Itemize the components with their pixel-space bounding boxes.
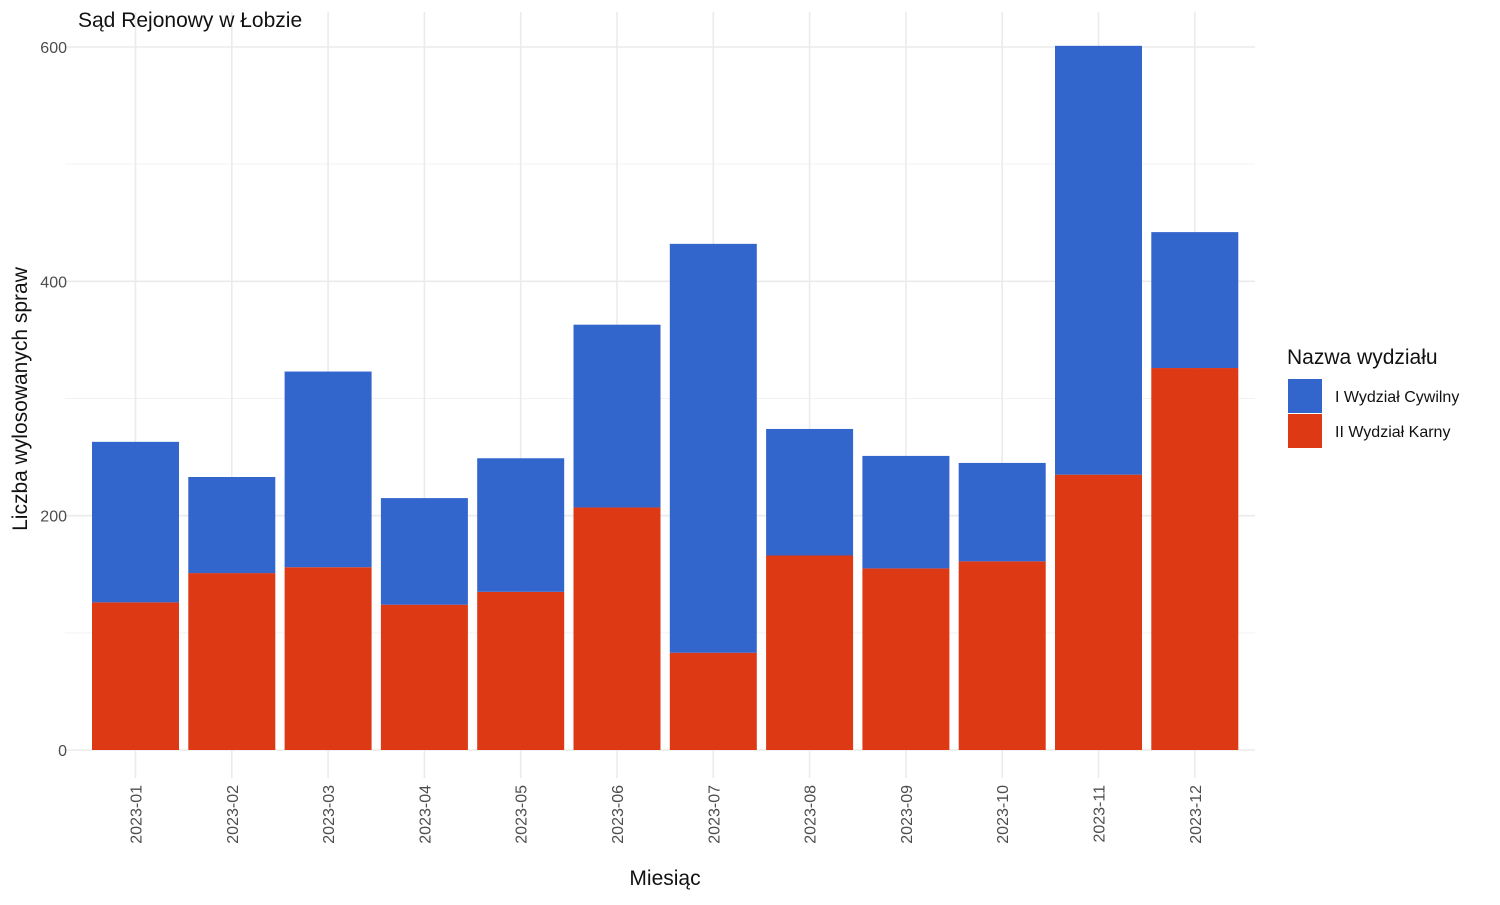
legend-label: I Wydział Cywilny bbox=[1335, 389, 1459, 406]
bar-segment bbox=[1055, 45, 1142, 475]
bar-segment bbox=[380, 604, 468, 750]
x-tick-label: 2023-09 bbox=[899, 785, 916, 844]
x-tick-label: 2023-02 bbox=[225, 785, 242, 844]
bars bbox=[92, 45, 1239, 750]
legend-swatch bbox=[1288, 379, 1322, 413]
x-tick-label: 2023-01 bbox=[129, 785, 146, 844]
x-tick-label: 2023-10 bbox=[995, 785, 1012, 844]
bar-segment bbox=[188, 477, 276, 574]
bar-segment bbox=[188, 573, 276, 750]
bar-segment bbox=[862, 455, 950, 569]
bar-segment bbox=[284, 371, 372, 568]
bar-segment bbox=[1055, 474, 1142, 750]
legend-swatch bbox=[1288, 414, 1322, 448]
y-axis-title: Liczba wylosowanych spraw bbox=[9, 266, 32, 531]
legend-title: Nazwa wydziału bbox=[1287, 346, 1438, 369]
bar-segment bbox=[573, 324, 661, 508]
y-tick-label: 200 bbox=[40, 509, 67, 526]
bar-segment bbox=[1151, 368, 1239, 750]
x-tick-label: 2023-06 bbox=[610, 785, 627, 844]
y-axis-ticks: 0 200 400 600 bbox=[40, 40, 67, 760]
bar-segment bbox=[766, 555, 854, 750]
y-tick-label: 400 bbox=[40, 274, 67, 291]
bar-segment bbox=[92, 602, 179, 750]
bar-segment bbox=[92, 441, 179, 603]
bar-segment bbox=[284, 567, 372, 750]
x-axis-title: Miesiąc bbox=[629, 867, 700, 890]
bar-segment bbox=[766, 428, 854, 556]
x-tick-label: 2023-04 bbox=[417, 785, 434, 844]
bar-segment bbox=[477, 458, 565, 592]
bar-segment bbox=[669, 652, 757, 750]
y-tick-label: 0 bbox=[58, 743, 67, 760]
bar-segment bbox=[1151, 232, 1239, 369]
x-tick-label: 2023-11 bbox=[1092, 785, 1109, 843]
bar-segment bbox=[573, 507, 661, 750]
x-tick-label: 2023-08 bbox=[803, 785, 820, 844]
bar-segment bbox=[958, 462, 1046, 562]
x-tick-label: 2023-12 bbox=[1188, 785, 1205, 844]
chart-title: Sąd Rejonowy w Łobzie bbox=[78, 9, 302, 32]
legend-label: II Wydział Karny bbox=[1335, 424, 1450, 441]
bar-segment bbox=[380, 498, 468, 605]
x-tick-label: 2023-03 bbox=[321, 785, 338, 844]
x-tick-label: 2023-07 bbox=[706, 785, 723, 844]
bar-segment bbox=[477, 591, 565, 750]
bar-segment bbox=[862, 568, 950, 750]
x-tick-label: 2023-05 bbox=[514, 785, 531, 844]
legend: Nazwa wydziału I Wydział Cywilny II Wydzi… bbox=[1287, 346, 1459, 448]
x-axis-ticks: 2023-01 2023-02 2023-03 2023-04 2023-05 2023-… bbox=[129, 785, 1205, 844]
bar-segment bbox=[669, 243, 757, 653]
bar-segment bbox=[958, 561, 1046, 750]
y-tick-label: 600 bbox=[40, 40, 67, 57]
legend-items: I Wydział Cywilny II Wydział Karny bbox=[1288, 379, 1459, 448]
